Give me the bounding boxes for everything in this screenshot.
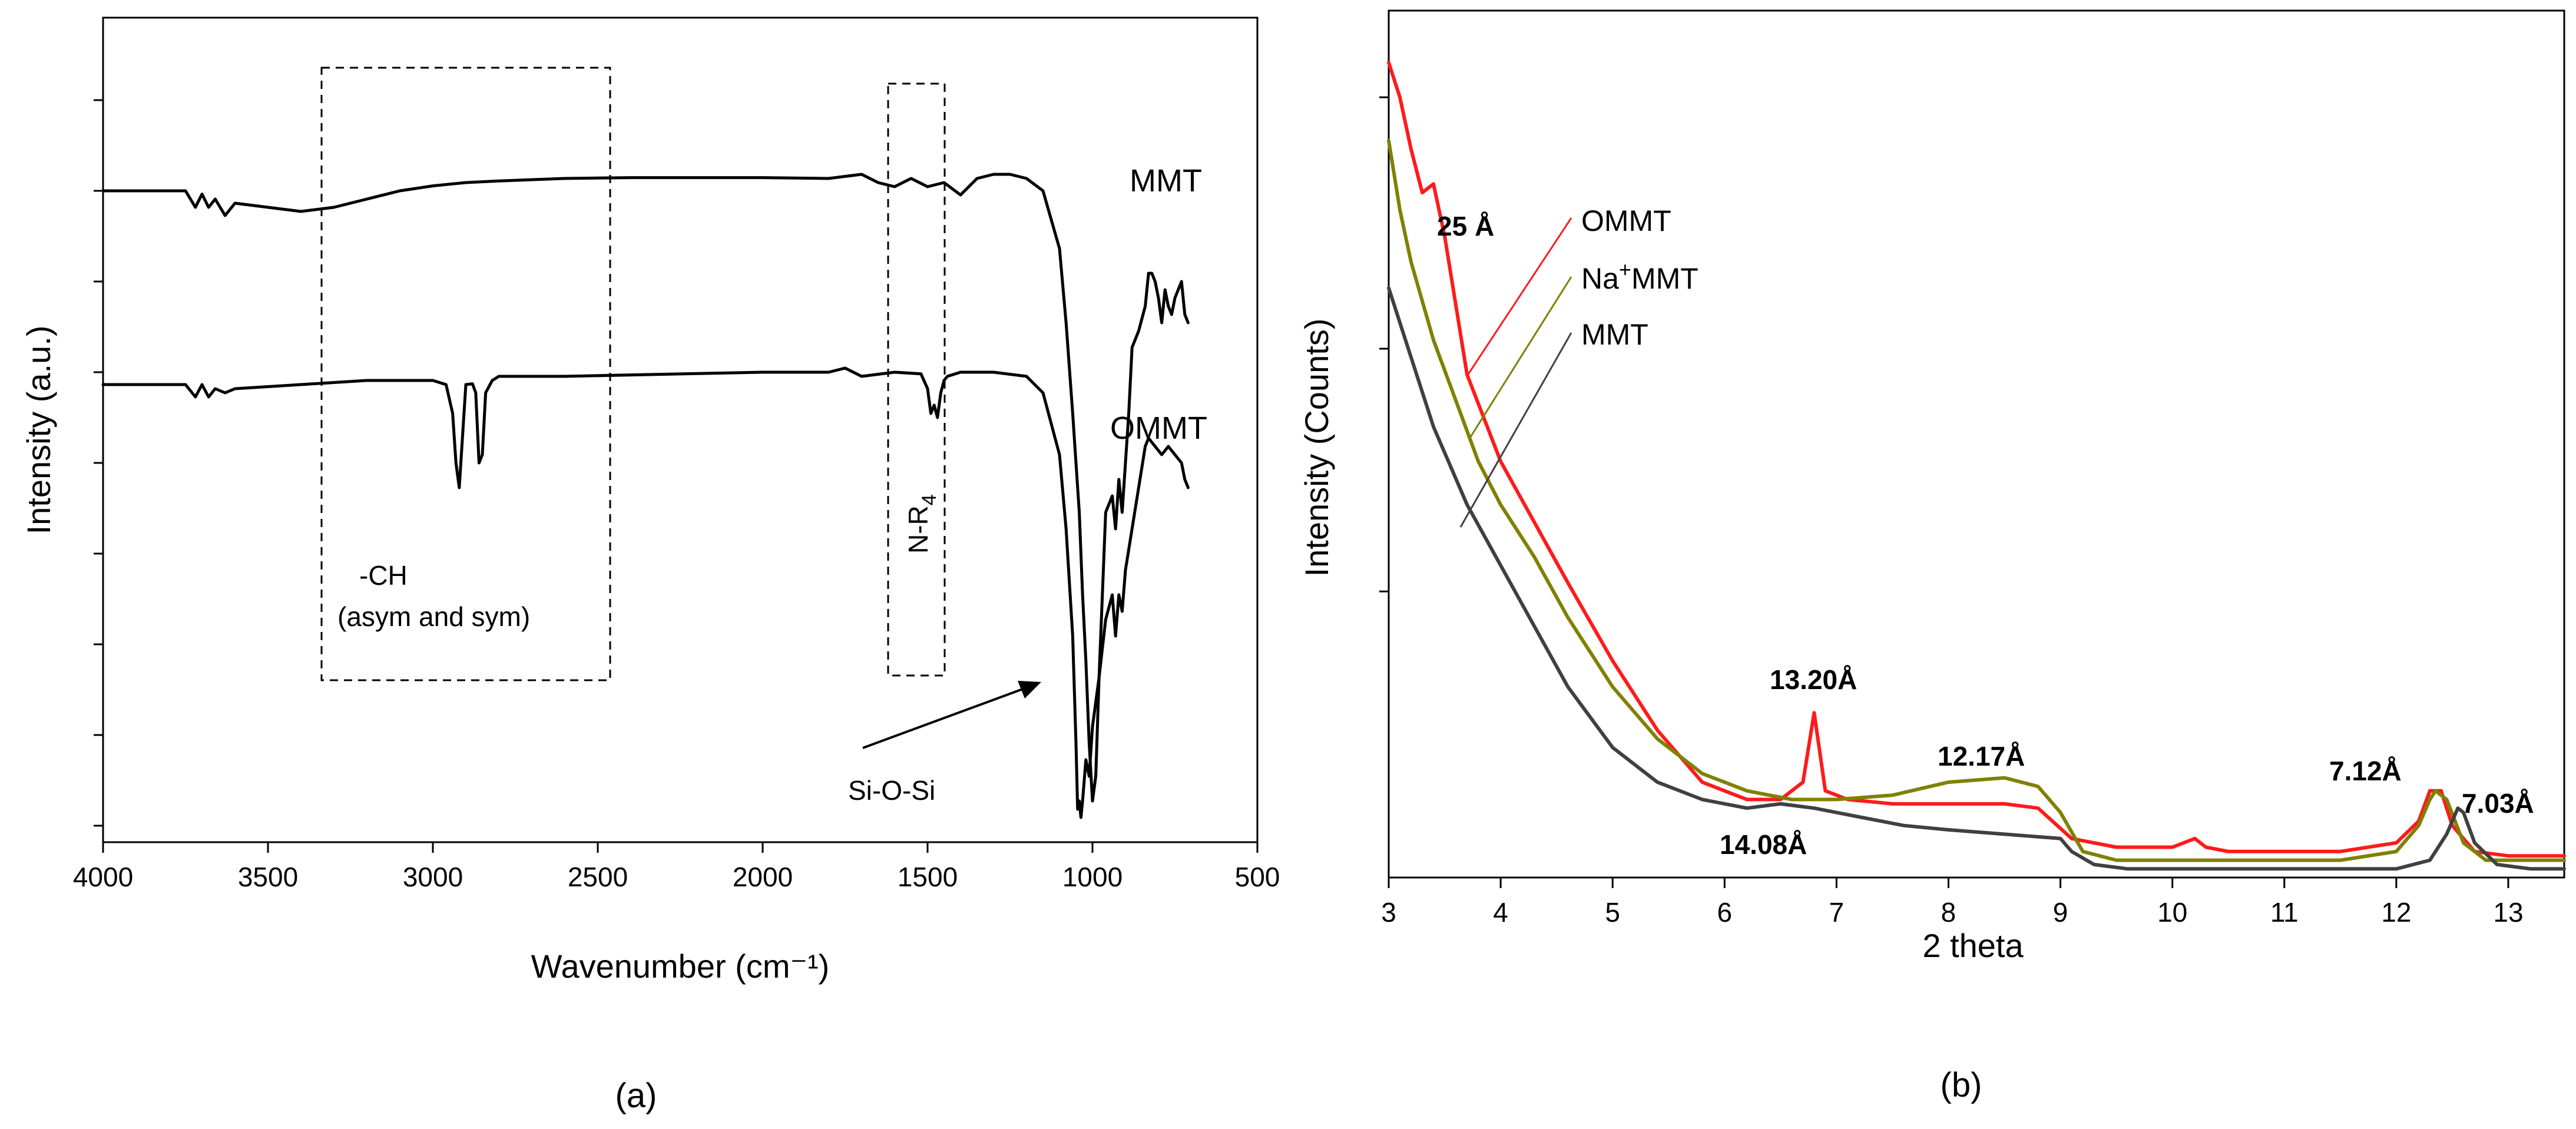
legend-ommt: OMMT — [1581, 204, 1671, 237]
ch-region-box — [320, 67, 611, 681]
peak-label-1408: 14.08Å — [1720, 829, 1807, 860]
plot-frame-a — [102, 16, 1259, 843]
ftir-panel: 4000 3500 3000 2500 2000 1500 1000 500 -CH (asy… — [20, 16, 1280, 1115]
panel-label-b: (b) — [1941, 1066, 1982, 1104]
ftir-series-group — [101, 173, 1190, 819]
x-axis-title-a: Wavenumber (cm⁻¹) — [531, 948, 830, 985]
peak-label-1320: 13.20Å — [1770, 664, 1857, 695]
y-axis-title-a: Intensity (a.u.) — [20, 326, 57, 535]
x-tick-label: 11 — [2270, 897, 2299, 928]
x-ticks-a: 4000 3500 3000 2500 2000 1500 1000 500 — [73, 842, 1280, 892]
series-line-na-mmt — [1387, 138, 2566, 862]
x-tick-label: 1000 — [1062, 862, 1123, 892]
series-line-ommt — [101, 366, 1190, 819]
legend-pointer-namt — [1468, 276, 1572, 439]
x-tick-label: 5 — [1605, 897, 1620, 928]
nr4-region-box — [887, 82, 946, 677]
peak-label-25: 25 Å — [1437, 211, 1494, 241]
legend-mmt: MMT — [1581, 318, 1648, 351]
peak-label-1217: 12.17Å — [1938, 741, 2025, 772]
x-tick-label: 10 — [2157, 897, 2187, 928]
peak-label-712: 7.12Å — [2329, 756, 2402, 786]
x-tick-label: 3000 — [403, 862, 463, 892]
siosi-arrow-line — [862, 685, 1031, 749]
x-tick-label: 2000 — [733, 862, 793, 892]
y-ticks-b — [1379, 96, 1389, 592]
x-tick-label: 8 — [1941, 897, 1956, 928]
xrd-series-group — [1387, 61, 2566, 871]
ch-annotation-line1: -CH — [359, 560, 408, 591]
x-tick-label: 4000 — [73, 862, 133, 892]
x-tick-label: 500 — [1235, 862, 1280, 892]
series-line-mmt — [101, 173, 1190, 803]
y-axis-title-b: Intensity (Counts) — [1298, 319, 1335, 577]
x-tick-label: 12 — [2381, 897, 2411, 928]
legend-na-suffix: MMT — [1631, 262, 1698, 295]
ch-annotation-line2: (asym and sym) — [337, 601, 530, 632]
series-label-ommt: OMMT — [1110, 410, 1207, 446]
series-line-mmt — [1387, 286, 2566, 871]
x-axis-title-b: 2 theta — [1922, 927, 2024, 964]
legend-na-sup: + — [1619, 257, 1631, 282]
x-tick-label: 6 — [1717, 897, 1732, 928]
xrd-panel: 3 4 5 6 7 8 9 10 11 12 13 OMMT Na+MMT MMT 25 Å 13.… — [1298, 9, 2566, 1104]
series-label-mmt: MMT — [1130, 163, 1202, 198]
nr4-annotation: N-R4 — [903, 494, 941, 554]
legend-na-prefix: Na — [1581, 262, 1619, 295]
x-tick-label: 2500 — [568, 862, 628, 892]
x-tick-label: 3 — [1381, 897, 1396, 928]
panel-label-a: (a) — [615, 1077, 657, 1115]
nr4-subscript: 4 — [918, 494, 941, 505]
x-tick-label: 3500 — [238, 862, 298, 892]
siosi-annotation: Si-O-Si — [848, 775, 935, 806]
x-tick-label: 13 — [2493, 897, 2523, 928]
peak-label-703: 7.03Å — [2462, 788, 2534, 819]
legend-pointer-ommt — [1465, 217, 1572, 378]
siosi-arrow-head — [1018, 681, 1041, 698]
x-tick-label: 4 — [1493, 897, 1508, 928]
y-ticks-a — [94, 99, 103, 827]
plot-frame-b — [1388, 9, 2565, 879]
legend-namt: Na+MMT — [1581, 257, 1698, 295]
legend-pointer-mmt — [1459, 332, 1572, 528]
series-line-ommt — [1387, 61, 2566, 858]
x-tick-label: 1500 — [898, 862, 958, 892]
nr4-main: N-R — [903, 505, 933, 554]
x-ticks-b: 3 4 5 6 7 8 9 10 11 12 13 — [1381, 878, 2524, 928]
x-tick-label: 7 — [1829, 897, 1845, 928]
x-tick-label: 9 — [2053, 897, 2068, 928]
